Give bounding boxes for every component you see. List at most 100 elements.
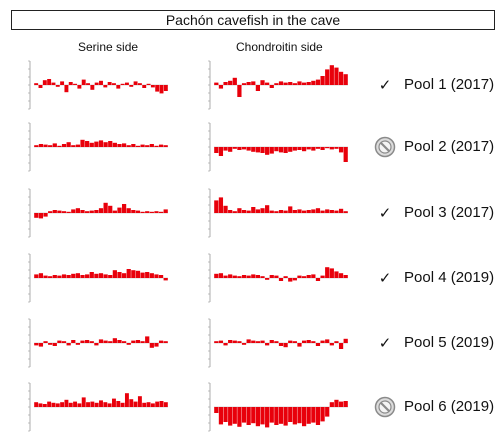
bar <box>278 343 284 346</box>
bar <box>214 200 219 213</box>
bar <box>38 343 44 347</box>
bar <box>90 85 95 90</box>
bar <box>155 85 160 92</box>
bar <box>117 272 122 278</box>
bar <box>311 274 316 278</box>
bar <box>241 210 247 213</box>
bar <box>297 343 302 347</box>
bar <box>334 67 339 85</box>
bar <box>218 407 224 425</box>
bar <box>269 210 274 213</box>
bar <box>94 402 99 407</box>
bar <box>154 343 159 347</box>
bar <box>154 145 159 147</box>
bar <box>246 210 251 213</box>
bar <box>140 211 145 213</box>
bar <box>48 211 53 213</box>
bar <box>338 401 344 407</box>
bar <box>265 343 270 346</box>
bar <box>71 145 76 147</box>
bar <box>334 341 339 343</box>
bar <box>158 211 164 213</box>
bar <box>38 273 44 278</box>
bar <box>57 340 62 343</box>
chart-pool5-chondroitin <box>208 318 348 368</box>
bar <box>320 210 325 213</box>
bar <box>158 340 164 343</box>
prohibited-icon <box>374 396 396 418</box>
bar <box>274 341 279 343</box>
bar <box>75 273 81 278</box>
bar <box>47 401 52 407</box>
bar <box>311 341 316 343</box>
bar <box>135 145 141 147</box>
bar <box>107 82 112 85</box>
bar <box>75 208 81 213</box>
bar <box>269 275 274 278</box>
chart-pool4-chondroitin <box>208 253 348 303</box>
bar <box>163 402 168 407</box>
bar <box>306 147 311 150</box>
bar <box>246 82 251 85</box>
bar <box>288 82 293 85</box>
bar <box>218 147 224 156</box>
bar <box>223 343 228 346</box>
bar <box>55 403 60 407</box>
bar <box>228 274 233 278</box>
bar <box>89 341 94 343</box>
bar <box>38 403 43 407</box>
bar <box>320 340 325 343</box>
bar <box>150 403 155 407</box>
bar <box>334 147 339 149</box>
bar <box>61 211 67 213</box>
bar <box>320 407 325 422</box>
bar <box>292 83 297 85</box>
bar <box>154 274 159 278</box>
bar <box>246 147 251 151</box>
bar <box>51 82 56 85</box>
bar <box>66 142 71 147</box>
bar <box>255 275 261 278</box>
bar <box>73 401 78 407</box>
bar <box>223 205 228 213</box>
bar <box>315 147 321 149</box>
bar <box>94 82 99 85</box>
pool-label-5: Pool 5 (2019) <box>404 334 495 351</box>
bar <box>94 343 99 346</box>
bar <box>48 343 53 345</box>
bar <box>43 275 48 278</box>
bar <box>274 275 279 278</box>
bar <box>288 340 293 343</box>
bar <box>301 82 307 85</box>
bar <box>61 341 67 343</box>
bar <box>329 65 334 85</box>
bar <box>38 213 44 219</box>
bar <box>265 407 270 428</box>
bar <box>260 276 265 278</box>
bar <box>60 81 65 85</box>
bar <box>126 145 131 147</box>
bar <box>329 147 334 150</box>
bar <box>103 402 108 407</box>
bar <box>260 208 265 213</box>
bar <box>292 147 297 151</box>
bar <box>71 209 76 213</box>
bar <box>338 343 344 349</box>
bar <box>133 81 138 85</box>
bar <box>334 399 339 407</box>
bar <box>246 407 251 425</box>
bar <box>241 147 247 150</box>
bar <box>283 407 288 426</box>
chart-pool1-serine <box>28 60 168 110</box>
bar <box>343 401 348 407</box>
bar <box>269 407 274 423</box>
bar <box>297 275 302 278</box>
bar <box>89 142 94 147</box>
bar <box>145 272 150 278</box>
bar <box>269 85 274 88</box>
bar <box>64 85 69 93</box>
checkmark-icon: ✓ <box>378 270 392 287</box>
bar <box>107 403 112 407</box>
bar <box>329 343 334 346</box>
bar <box>126 269 131 278</box>
